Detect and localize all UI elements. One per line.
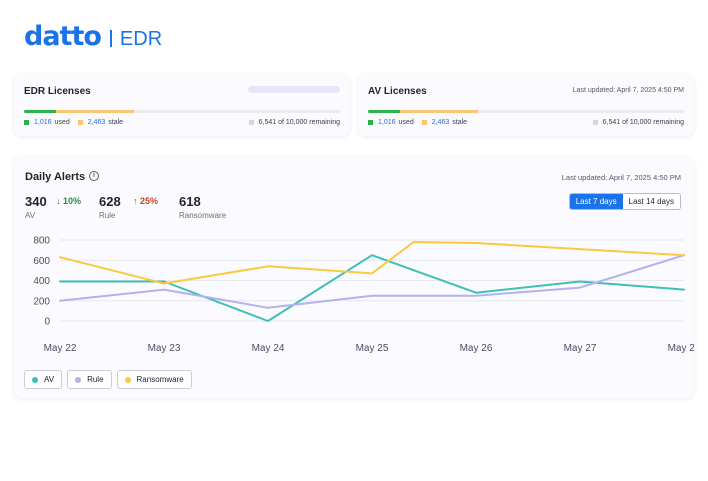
av-used-segment — [368, 110, 401, 113]
edr-stale-segment — [56, 110, 134, 113]
range-last-14-days-button[interactable]: Last 14 days — [622, 194, 680, 209]
y-tick-label: 200 — [33, 296, 50, 307]
x-tick-label: May 23 — [148, 343, 181, 354]
range-last-7-days-button[interactable]: Last 7 days — [569, 194, 623, 209]
daily-alerts-card: Daily Alerts i Last updated: April 7, 20… — [14, 156, 694, 398]
remaining-swatch — [248, 120, 254, 125]
edr-used-segment — [24, 110, 57, 113]
x-tick-label: May 22 — [44, 343, 77, 354]
av-used-label: used — [398, 119, 414, 126]
x-tick-label: May 28 — [668, 343, 694, 354]
av-last-updated: Last updated: April 7, 2025 4:50 PM — [572, 87, 684, 94]
legend-rule-dot — [75, 376, 82, 383]
edr-stale-count[interactable]: 2,463 — [87, 119, 106, 126]
stat-av-value: 340 — [25, 194, 47, 209]
legend-ransomware[interactable]: Ransomware — [116, 370, 192, 389]
stat-av-label: AV — [25, 211, 36, 220]
legend-ransomware-dot — [124, 376, 131, 383]
av-licenses-title: AV Licenses — [368, 86, 427, 97]
stat-rule-delta: ↑ 25% — [133, 196, 158, 206]
brand-header: datto EDR — [24, 22, 162, 52]
edr-stale-label: stale — [108, 119, 124, 126]
av-stale-count[interactable]: 2,463 — [431, 119, 450, 126]
stat-ransomware: 618 Ransomware — [179, 194, 226, 220]
arrow-down-icon: ↓ — [56, 196, 61, 206]
used-swatch — [368, 120, 373, 125]
datto-logo: datto — [24, 21, 102, 52]
x-tick-label: May 24 — [252, 343, 285, 354]
legend-rule[interactable]: Rule — [67, 370, 112, 389]
av-licenses-card: AV Licenses Last updated: April 7, 2025 … — [358, 74, 694, 136]
stat-rule: 628 Rule — [99, 194, 121, 220]
y-tick-label: 800 — [33, 236, 50, 247]
stat-rule-value: 628 — [99, 194, 121, 209]
used-swatch — [24, 120, 29, 125]
edr-used-label: used — [54, 119, 70, 126]
alerts-last-updated: Last updated: April 7, 2025 4:50 PM — [561, 173, 681, 182]
legend-rule-label: Rule — [87, 375, 104, 384]
stat-ransomware-value: 618 — [179, 194, 201, 209]
y-tick-label: 400 — [33, 276, 50, 287]
stat-av-delta: ↓ 10% — [56, 196, 81, 206]
edr-licenses-card: EDR Licenses 1,016 used 2,463 stale 6,54… — [14, 74, 350, 136]
series-line-ransomware — [59, 241, 685, 285]
edr-remaining: 6,541 of 10,000 remaining — [248, 119, 340, 126]
edr-remaining-text: 6,541 of 10,000 remaining — [258, 119, 340, 126]
daily-alerts-line-chart: 0 200 400 600 800 May 22 May 23 May 24 May 25 May… — [33, 236, 694, 355]
loading-placeholder — [248, 86, 340, 93]
av-license-usage-bar — [368, 110, 684, 113]
av-remaining: 6,541 of 10,000 remaining — [592, 119, 684, 126]
y-tick-label: 600 — [33, 256, 50, 267]
series-line-av — [59, 254, 685, 322]
av-remaining-text: 6,541 of 10,000 remaining — [602, 119, 684, 126]
edr-license-usage-bar — [24, 110, 340, 113]
stat-av: 340 AV — [25, 194, 47, 220]
stat-rule-label: Rule — [99, 211, 116, 220]
product-name: EDR — [119, 27, 163, 50]
series-line-rule — [59, 254, 685, 309]
remaining-swatch — [592, 120, 598, 125]
av-stale-label: stale — [452, 119, 468, 126]
stat-ransomware-label: Ransomware — [179, 211, 227, 220]
info-icon[interactable]: i — [89, 171, 99, 181]
date-range-toggle: Last 7 days Last 14 days — [568, 193, 681, 210]
arrow-up-icon: ↑ — [133, 196, 138, 206]
legend-ransomware-label: Ransomware — [136, 375, 184, 384]
brand-divider — [109, 30, 112, 47]
edr-used-count[interactable]: 1,016 — [34, 119, 52, 126]
daily-alerts-title: Daily Alerts — [25, 171, 86, 183]
chart-legend: AV Rule Ransomware — [24, 370, 197, 389]
legend-av-dot — [32, 376, 38, 383]
stale-swatch — [421, 120, 427, 125]
edr-license-legend: 1,016 used 2,463 stale — [24, 119, 123, 126]
x-tick-label: May 26 — [460, 343, 493, 354]
x-tick-label: May 27 — [564, 343, 597, 354]
edr-licenses-title: EDR Licenses — [24, 86, 91, 97]
legend-av[interactable]: AV — [24, 370, 63, 389]
legend-av-label: AV — [44, 375, 55, 384]
stat-rule-delta-value: 25% — [140, 196, 159, 206]
av-used-count[interactable]: 1,016 — [378, 119, 396, 126]
x-tick-label: May 25 — [356, 343, 389, 354]
stat-av-delta-value: 10% — [63, 196, 82, 206]
av-license-legend: 1,016 used 2,463 stale — [368, 119, 467, 126]
y-tick-label: 0 — [44, 317, 50, 328]
av-stale-segment — [400, 110, 478, 113]
stale-swatch — [77, 120, 83, 125]
